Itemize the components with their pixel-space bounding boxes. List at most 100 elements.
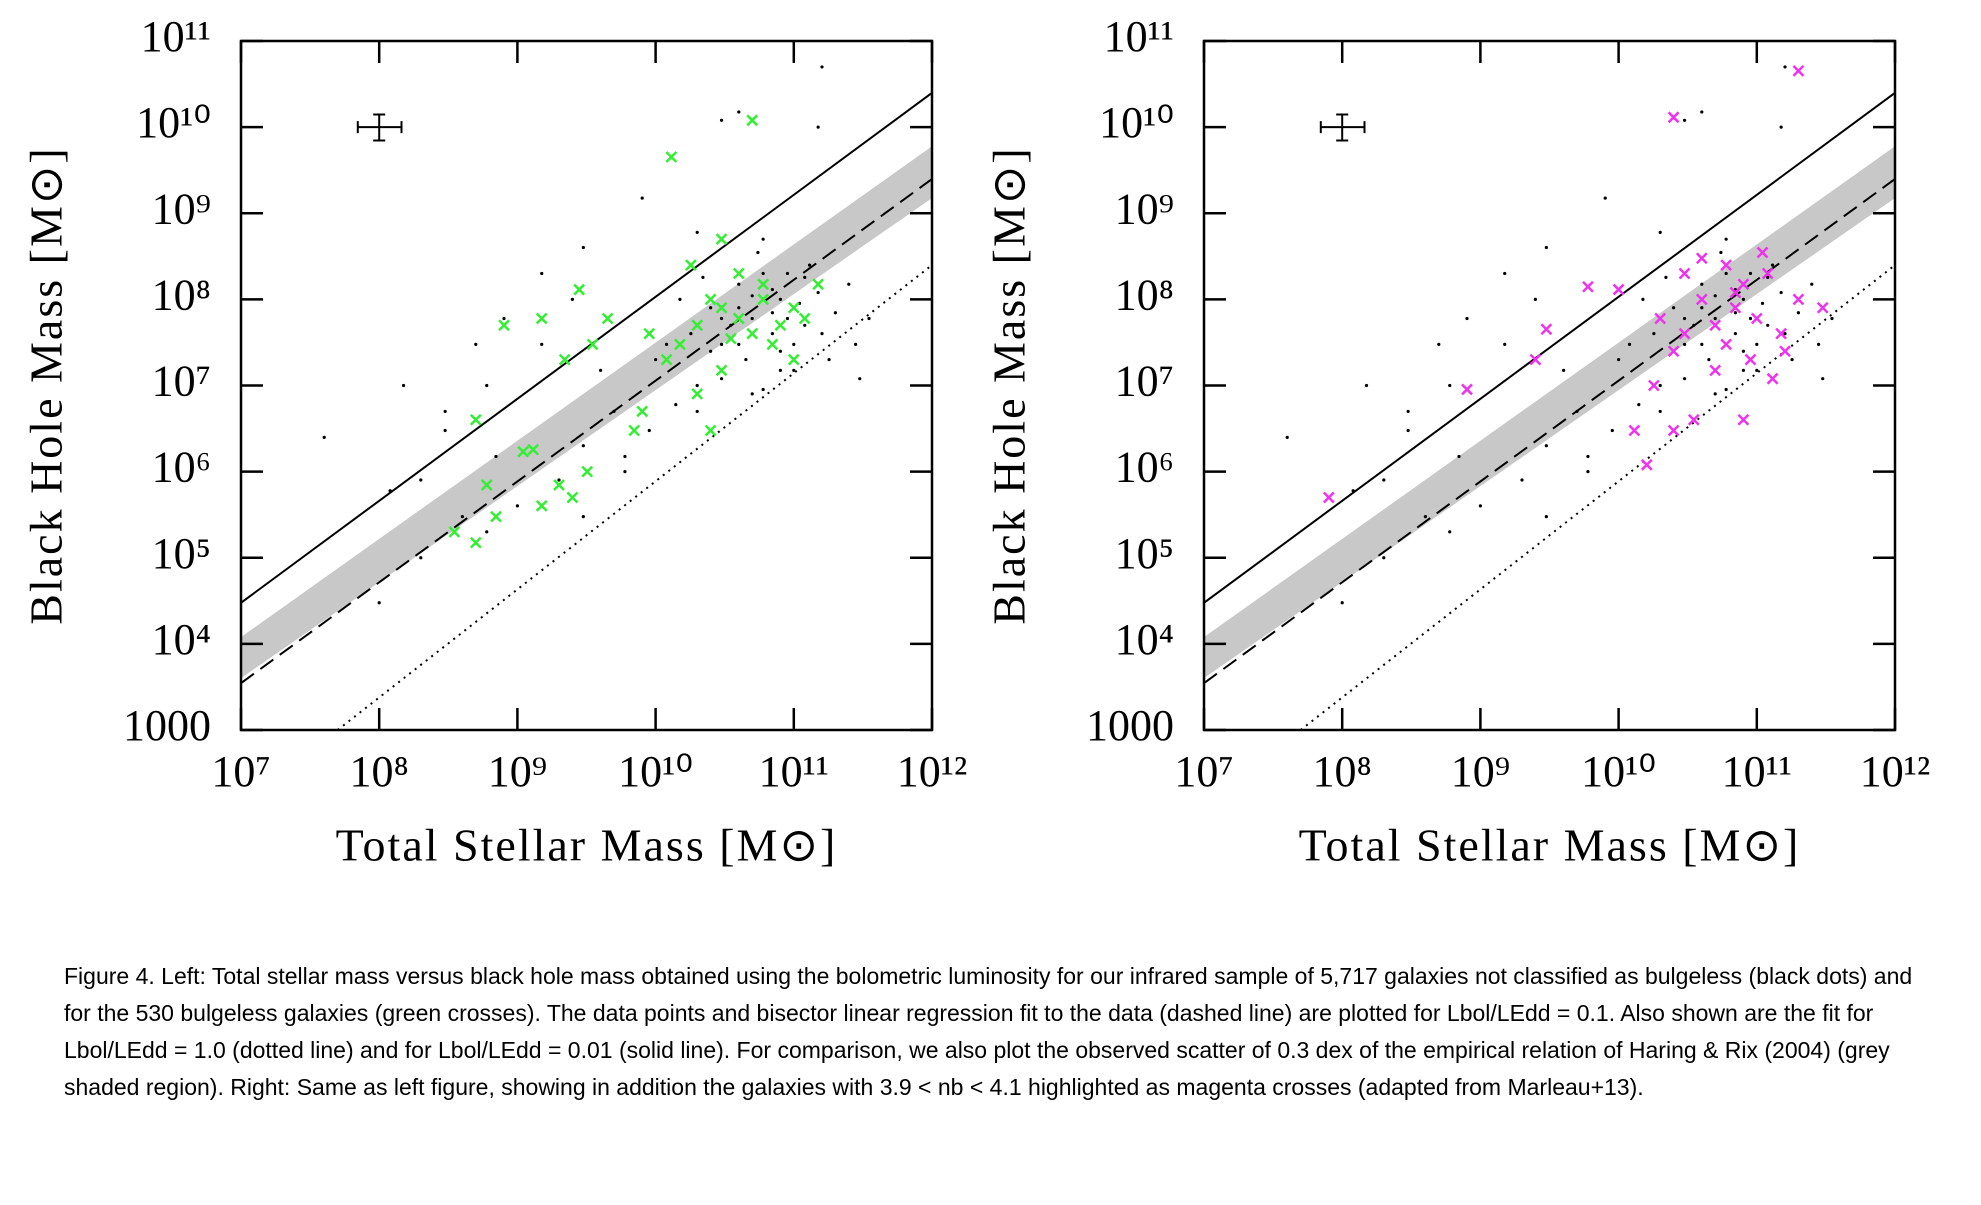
dot — [1713, 294, 1717, 298]
cross — [1667, 111, 1680, 124]
figure: 10⁷ 10⁸ 10⁹ 10¹⁰ 10¹¹ 10¹² 1000 10⁴ 10⁵ 10⁶ 10⁷ 10⁸… — [21, 12, 1931, 871]
dot — [1382, 556, 1386, 560]
cross — [715, 364, 728, 377]
y-tick-label: 10¹¹ — [1104, 12, 1174, 61]
cross — [1729, 286, 1742, 299]
dot — [1478, 504, 1482, 508]
cross — [1720, 338, 1733, 351]
dot — [820, 332, 824, 336]
dot — [778, 349, 783, 353]
dot — [494, 454, 498, 459]
y-tick-label: 10⁶ — [1115, 443, 1174, 492]
dot — [1406, 428, 1410, 433]
y-tick-label: 10⁹ — [152, 184, 211, 233]
dot — [695, 383, 699, 388]
dot — [1658, 230, 1662, 234]
dot — [708, 349, 713, 353]
cross — [798, 312, 811, 325]
y-tick-label: 10¹¹ — [141, 12, 211, 61]
dot — [1682, 118, 1687, 122]
dot — [1562, 368, 1566, 372]
dot — [1783, 332, 1787, 336]
dot — [1586, 454, 1590, 459]
dot — [1364, 383, 1369, 388]
dot — [1713, 316, 1717, 321]
fit-line — [1299, 264, 1895, 730]
cross — [1678, 267, 1691, 280]
cross — [480, 479, 493, 491]
cross — [674, 338, 686, 351]
dot — [744, 357, 748, 362]
dot — [581, 515, 585, 519]
dot — [803, 323, 807, 327]
dot — [1810, 282, 1814, 286]
dot — [827, 357, 831, 362]
cross — [1582, 280, 1594, 293]
dot — [1340, 601, 1344, 605]
scatter-band — [241, 146, 932, 679]
dot — [858, 377, 862, 381]
dot — [778, 368, 783, 372]
dot — [1741, 297, 1746, 301]
dot — [689, 332, 693, 336]
cross — [1750, 312, 1763, 325]
dot — [1503, 342, 1507, 347]
cross — [1756, 246, 1769, 259]
cross — [535, 312, 548, 325]
dot — [816, 290, 820, 295]
cross — [1709, 364, 1722, 377]
cross — [601, 312, 614, 325]
y-tick-label: 10¹⁰ — [136, 98, 211, 147]
dot — [816, 125, 820, 129]
dot — [708, 306, 713, 310]
dot — [654, 357, 658, 362]
dot — [540, 271, 544, 276]
dot — [678, 297, 682, 301]
dot — [664, 342, 669, 347]
cross — [1766, 372, 1779, 385]
cross — [704, 293, 717, 306]
dot — [623, 454, 627, 459]
x-tick-label: 10⁸ — [350, 747, 409, 796]
plot-area — [241, 65, 932, 730]
panel: 10⁷ 10⁸ 10⁹ 10¹⁰ 10¹¹ 10¹² 1000 10⁴ 10⁵ 10⁶ 10⁷ 10⁸… — [21, 12, 968, 870]
scatter-band — [1204, 146, 1895, 679]
cross — [1779, 345, 1791, 358]
y-tick-label: 10⁵ — [152, 529, 211, 578]
cross — [586, 338, 599, 351]
x-tick-label: 10¹¹ — [1722, 747, 1792, 796]
dot — [485, 383, 489, 388]
dot — [1465, 316, 1469, 321]
dot — [820, 65, 824, 69]
dot — [557, 478, 561, 482]
caption: Figure 4. Left: Total stellar mass versu… — [64, 963, 1913, 1100]
dot — [1748, 271, 1753, 276]
dot — [1707, 357, 1711, 362]
dot — [640, 196, 644, 200]
dot — [1575, 409, 1579, 414]
dot — [737, 342, 741, 347]
x-tick-label: 10⁷ — [1174, 747, 1233, 796]
dot — [1586, 470, 1590, 474]
dot — [1627, 342, 1632, 347]
dot — [1664, 275, 1668, 279]
cross — [766, 338, 779, 351]
dot — [719, 118, 724, 122]
dot — [1770, 263, 1775, 267]
dot — [737, 306, 741, 310]
y-tick-label: 10⁸ — [152, 270, 211, 319]
dot — [807, 263, 812, 267]
dot — [1544, 515, 1548, 519]
dot — [695, 230, 699, 234]
dot — [1617, 357, 1621, 362]
dot — [1658, 409, 1662, 414]
dot — [719, 377, 724, 381]
cross — [724, 332, 737, 345]
cross — [787, 353, 800, 366]
x-tick-label: 10¹² — [1860, 747, 1930, 796]
dot — [1682, 377, 1687, 381]
dot — [803, 275, 807, 279]
dot — [1406, 409, 1410, 414]
x-axis-label: Total Stellar Mass [M⊙] — [1299, 820, 1801, 871]
